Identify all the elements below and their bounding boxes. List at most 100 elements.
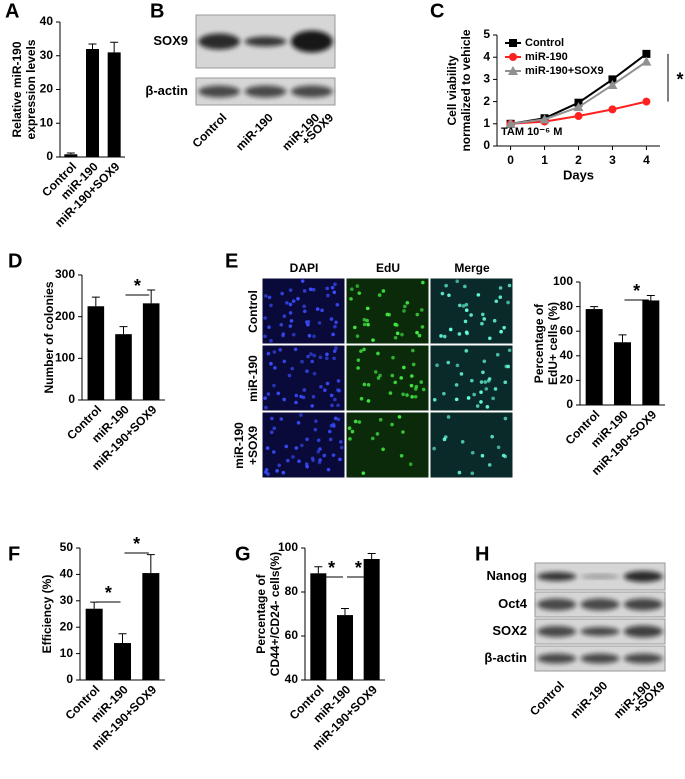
blot-band [244,36,287,47]
cell [318,458,322,462]
cell [377,293,382,297]
error-bar [146,554,155,574]
panel-letter: H [475,543,489,565]
y-axis-label: EdU+ cells (%) [546,302,560,385]
cell [492,318,497,323]
cell [411,362,416,367]
cell [291,332,296,337]
cell [485,405,490,409]
significance-star: * [633,281,640,301]
y-tick-label: 100 [278,540,298,554]
cell [356,366,360,370]
cell [465,331,469,336]
cell [482,317,487,321]
y-axis-label: Relative miR-190 [10,41,24,137]
bar [86,49,99,157]
y-tick-label: 100 [553,274,573,288]
cell [362,322,367,327]
data-point [574,112,583,121]
data-point [608,105,617,114]
cell [454,383,459,387]
cell [333,324,337,329]
data-point [608,75,617,84]
cell [336,403,340,408]
cell [466,396,471,400]
cell [309,352,313,356]
blot-band [537,653,577,664]
cell [359,396,364,401]
cell [409,383,414,388]
panel-letter: E [225,250,238,272]
y-tick-label: 40 [560,348,574,362]
bar [87,306,105,400]
cell [395,331,400,336]
lane-label: Control [189,110,229,150]
cell [442,437,447,442]
cell [439,334,443,338]
cell [503,454,508,459]
cell [264,470,268,474]
panel-letter: B [150,0,164,22]
cell [481,370,485,375]
cell [318,447,322,451]
cell [336,379,341,383]
cell [289,319,294,323]
cell [479,390,483,394]
cell [311,287,316,292]
cell [279,417,284,421]
blot-band [290,85,333,98]
cell [352,325,357,330]
cell [320,308,324,313]
blot-band [580,598,620,611]
micrograph-tile [345,344,430,412]
cell [487,377,492,381]
cell [506,364,510,369]
error-bar [66,152,75,155]
significance-star: * [105,583,112,603]
cell [480,453,485,458]
cell [446,415,451,419]
cell [281,332,286,336]
cell [302,388,307,392]
cell [402,309,406,313]
cell [305,464,309,469]
data-point [641,56,652,66]
cell [336,417,341,422]
cell [338,457,342,462]
cell [457,470,462,475]
micrograph-tile [261,344,346,412]
y-axis-label: Cell viability [445,55,459,125]
cell [272,350,277,354]
cell [325,286,329,291]
cell [311,394,316,399]
cell [457,303,462,308]
cell [461,304,466,308]
cell [356,358,361,362]
cell [286,458,290,463]
significance-star: * [133,534,140,554]
error-bar [590,306,599,310]
cell [318,355,323,360]
cell [390,422,394,427]
cell [420,308,424,312]
blot-band [623,625,663,638]
cell [267,295,272,300]
blot-band [537,626,577,637]
bar [142,573,160,680]
cell [291,299,296,303]
blot-band [580,627,620,636]
cell [350,287,354,291]
legend-marker [509,39,517,47]
blot-row-label: β-actin [145,83,188,98]
blot-band [623,653,663,664]
cell [495,352,500,357]
cell [488,336,492,341]
cell [419,380,424,384]
error-bar [91,296,100,307]
cell [332,349,337,353]
y-tick-label: 80 [560,299,574,313]
cell [269,430,274,435]
cell [491,396,495,401]
cell [470,450,475,455]
annotation: TAM 10⁻⁶ M [501,126,562,138]
